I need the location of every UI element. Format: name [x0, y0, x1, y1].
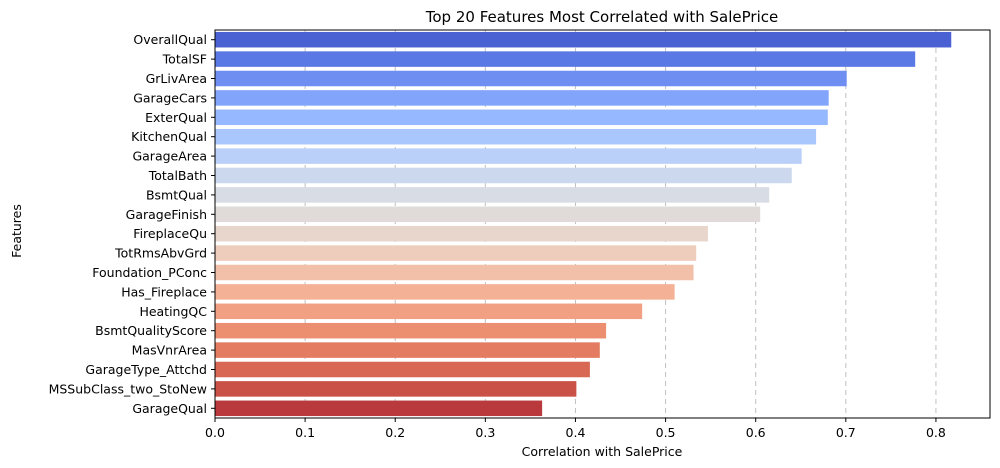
y-tick-label: TotalBath [148, 168, 207, 183]
y-tick-label: HeatingQC [139, 304, 207, 319]
y-tick-label: GarageFinish [126, 207, 207, 222]
chart-title: Top 20 Features Most Correlated with Sal… [425, 8, 778, 26]
bar [215, 128, 817, 145]
bar [215, 109, 828, 126]
y-tick-label: GarageQual [132, 401, 207, 416]
x-tick-label: 0.2 [385, 425, 405, 440]
y-tick-label: GarageType_Attchd [85, 362, 207, 377]
x-axis-label: Correlation with SalePrice [522, 444, 683, 459]
x-tick-label: 0.5 [656, 425, 676, 440]
y-tick-label: TotalSF [162, 52, 207, 67]
y-tick-label: MSSubClass_two_StoNew [49, 381, 207, 396]
y-tick-label: KitchenQual [131, 129, 207, 144]
y-tick-labels: OverallQual TotalSF GrLivArea GarageCars Ext… [49, 32, 215, 416]
bar [215, 264, 694, 281]
bar [215, 245, 697, 261]
y-tick-label: OverallQual [133, 32, 207, 47]
y-tick-label: GarageArea [132, 149, 207, 164]
x-tick-label: 0.4 [566, 425, 586, 440]
x-tick-label: 0.6 [746, 425, 766, 440]
bar [215, 303, 643, 320]
y-tick-label: Has_Fireplace [121, 284, 207, 299]
y-tick-label: ExterQual [145, 110, 207, 125]
bar [215, 361, 590, 378]
bar [215, 381, 577, 397]
bars [215, 31, 952, 417]
bar [215, 167, 792, 184]
y-tick-label: BsmtQual [146, 187, 207, 202]
bar [215, 342, 600, 358]
bar [215, 70, 847, 87]
y-tick-label: GrLivArea [146, 71, 207, 86]
x-tick-label: 0.0 [205, 425, 225, 440]
bar [215, 51, 916, 67]
bar [215, 90, 829, 106]
bar [215, 31, 952, 48]
bar [215, 225, 708, 242]
bar [215, 400, 543, 417]
x-tick-label: 0.1 [295, 425, 315, 440]
y-tick-label: BsmtQualityScore [95, 323, 207, 338]
bar [215, 284, 675, 300]
y-axis-label: Features [9, 204, 24, 258]
plot-frame [214, 29, 991, 419]
x-tick-labels: 0.0 0.1 0.2 0.3 0.4 0.5 0.6 0.7 0.8 [205, 418, 946, 440]
grid-lines [214, 30, 937, 418]
y-tick-label: Foundation_PConc [92, 265, 207, 280]
bar [215, 322, 607, 339]
y-tick-label: MasVnrArea [132, 343, 207, 358]
y-tick-label: TotRmsAbvGrd [114, 246, 207, 261]
x-tick-label: 0.7 [836, 425, 856, 440]
bar [215, 187, 770, 203]
x-tick-label: 0.3 [475, 425, 495, 440]
y-tick-label: GarageCars [133, 90, 207, 105]
x-tick-label: 0.8 [926, 425, 946, 440]
bar [215, 206, 761, 223]
bar [215, 148, 802, 164]
y-tick-label: FireplaceQu [133, 226, 207, 241]
